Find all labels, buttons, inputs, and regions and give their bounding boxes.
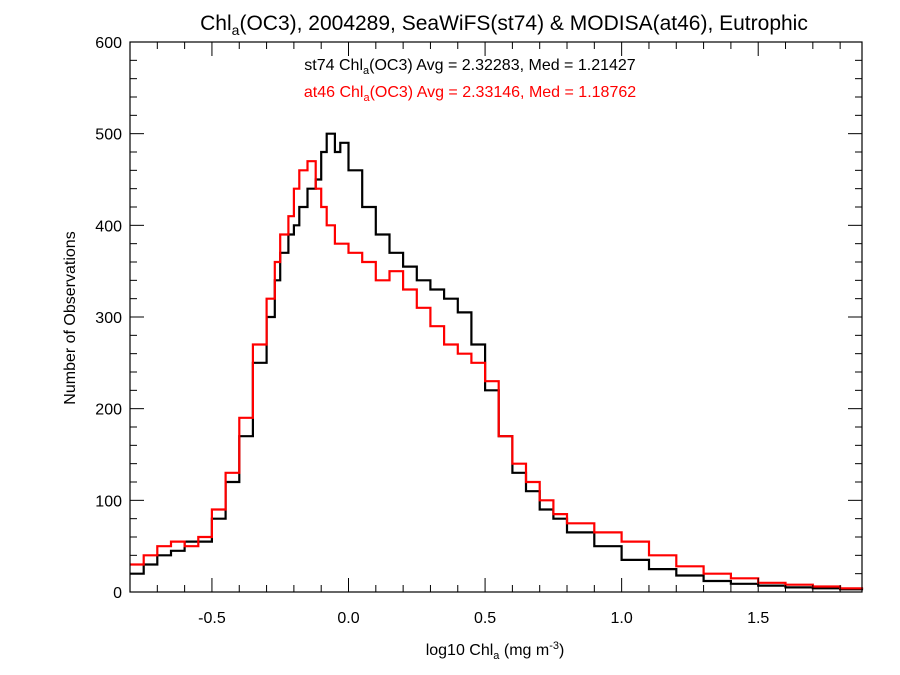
legend-stat-at46: at46 Chla(OC3) Avg = 2.33146, Med = 1.18… — [304, 84, 636, 104]
legend-stat-at46-post: (OC3) Avg = 2.33146, Med = 1.18762 — [370, 84, 637, 101]
x-axis-label-post: ) — [559, 642, 564, 659]
x-tick-label: 1.5 — [747, 610, 769, 627]
x-axis-label-pre: log10 Chl — [426, 642, 494, 659]
y-tick-label: 200 — [95, 402, 122, 419]
chart-title-post: (OC3), 2004289, SeaWiFS(st74) & MODISA(a… — [239, 12, 807, 35]
y-tick-label: 400 — [95, 218, 122, 235]
legend-stat-st74-sub: a — [363, 65, 370, 77]
x-tick-label: 0.0 — [337, 610, 359, 627]
legend-stat-st74: st74 Chla(OC3) Avg = 2.32283, Med = 1.21… — [304, 57, 635, 77]
series-line-st74 — [130, 132, 864, 591]
x-axis-label-mid: (mg m — [499, 642, 549, 659]
x-tick-label: 1.0 — [611, 610, 633, 627]
chart-title: Chla(OC3), 2004289, SeaWiFS(st74) & MODI… — [200, 12, 808, 38]
x-axis-label-sub: a — [493, 650, 500, 662]
x-tick-label: 0.5 — [474, 610, 496, 627]
plot-area: -0.5 0.0 0.5 1.0 1.5 0 100 200 300 400 500 600 — [95, 35, 864, 627]
y-tick-label: 0 — [113, 585, 122, 602]
plot-frame — [129, 41, 863, 593]
chart-title-sub: a — [232, 22, 240, 38]
y-axis-label: Number of Observations — [62, 231, 79, 404]
y-tick-label: 600 — [95, 35, 122, 52]
x-axis-label: log10 Chla (mg m-3) — [426, 640, 565, 662]
legend-stat-st74-pre: st74 Chl — [304, 57, 363, 74]
y-tick-label: 100 — [95, 493, 122, 510]
series-line-at46 — [130, 160, 864, 590]
x-tick-label: -0.5 — [198, 610, 226, 627]
legend-stat-st74-post: (OC3) Avg = 2.32283, Med = 1.21427 — [369, 57, 636, 74]
chart-title-pre: Chl — [200, 12, 232, 35]
legend-stat-at46-pre: at46 Chl — [304, 84, 364, 101]
y-tick-label: 300 — [95, 310, 122, 327]
legend-stat-at46-sub: a — [363, 92, 370, 104]
x-axis-label-sup: -3 — [549, 640, 559, 652]
y-tick-label: 500 — [95, 127, 122, 144]
